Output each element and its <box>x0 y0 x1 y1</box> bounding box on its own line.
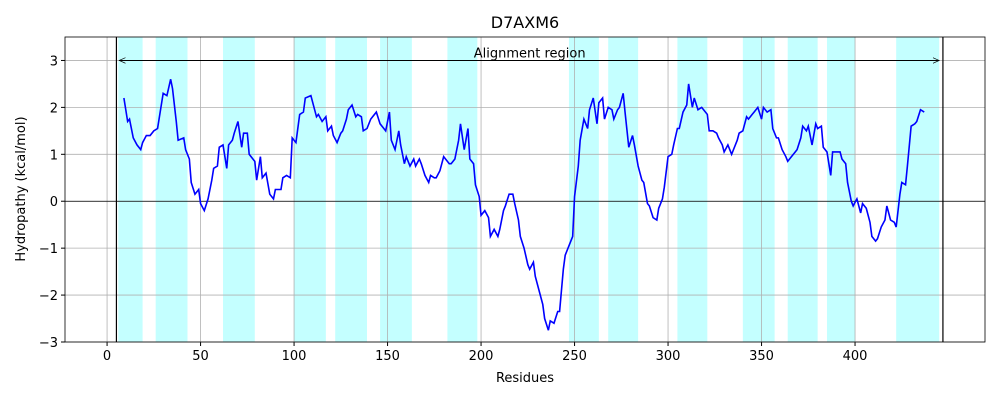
x-axis-label: Residues <box>496 371 554 386</box>
y-tick-label: 3 <box>50 54 58 69</box>
span <box>787 37 818 342</box>
x-tick-label: 250 <box>562 349 587 364</box>
y-tick-label: 2 <box>50 101 58 116</box>
x-tick-label: 350 <box>749 349 774 364</box>
chart-title: D7AXM6 <box>491 13 559 32</box>
span <box>380 37 412 342</box>
span <box>118 37 143 342</box>
span <box>223 37 255 342</box>
span <box>294 37 326 342</box>
span <box>826 37 856 342</box>
y-tick-label: 1 <box>50 148 58 163</box>
span <box>447 37 478 342</box>
span <box>568 37 599 342</box>
x-tick-label: 300 <box>656 349 681 364</box>
y-axis-label: Hydropathy (kcal/mol) <box>14 116 29 261</box>
x-tick-label: 400 <box>843 349 868 364</box>
x-tick-label: 50 <box>192 349 209 364</box>
x-tick-label: 0 <box>103 349 111 364</box>
y-tick-label: −3 <box>39 336 58 351</box>
x-tick-label: 100 <box>282 349 307 364</box>
span <box>335 37 367 342</box>
plot-frame <box>64 36 986 343</box>
y-tick-label: −2 <box>39 289 58 304</box>
y-tick-label: −1 <box>39 242 58 257</box>
y-tick-label: 0 <box>50 195 58 210</box>
span <box>608 37 639 342</box>
x-tick-label: 200 <box>469 349 494 364</box>
span <box>677 37 708 342</box>
span <box>896 37 940 342</box>
x-tick-label: 150 <box>375 349 400 364</box>
span <box>742 37 775 342</box>
annotation: Alignment region <box>474 46 586 61</box>
hydropathy-line <box>123 79 925 331</box>
